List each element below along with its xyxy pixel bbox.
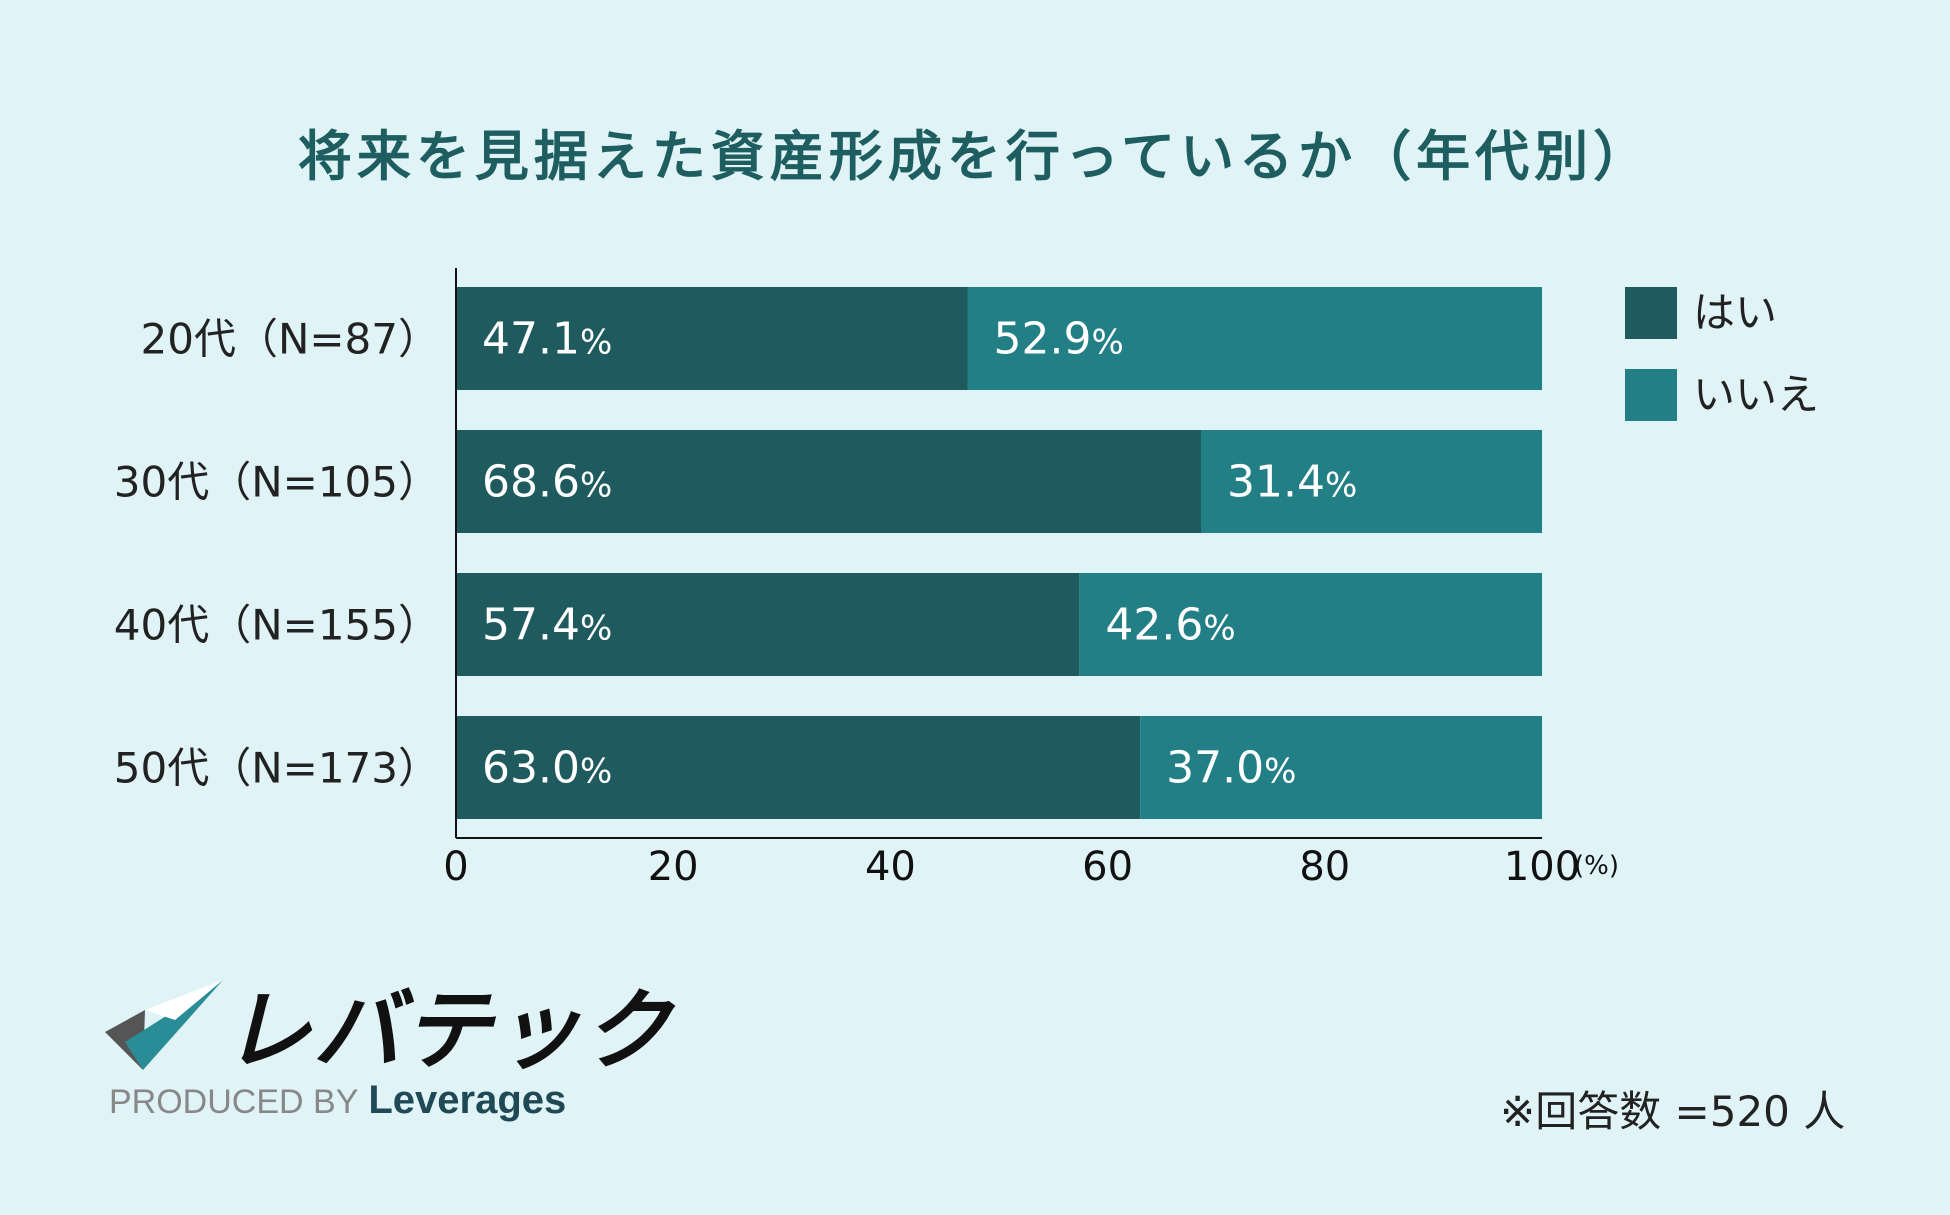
logo-produced-by: PRODUCED BY	[109, 1083, 359, 1121]
category-label-1: 30代（N=105）	[114, 458, 440, 507]
category-label-2: 40代（N=155）	[114, 601, 440, 650]
data-label-no-2: 42.6%	[1105, 600, 1235, 651]
bar-no-1	[1200, 430, 1542, 533]
x-tick-label-1: 20	[648, 844, 699, 890]
data-label-yes-1: 68.6%	[482, 457, 612, 508]
bar-yes-1	[456, 430, 1201, 533]
x-tick-label-0: 0	[443, 844, 468, 890]
data-label-yes-3: 63.0%	[482, 743, 612, 794]
legend-swatch-0	[1625, 287, 1677, 339]
category-label-3: 50代（N=173）	[114, 744, 440, 793]
x-tick-label-5: 100	[1504, 844, 1580, 890]
logo-byline: PRODUCED BY Leverages	[109, 1078, 566, 1123]
legend-label-1: いいえ	[1693, 370, 1819, 419]
data-label-no-1: 31.4%	[1227, 457, 1357, 508]
category-label-0: 20代（N=87）	[141, 315, 441, 364]
x-tick-label-3: 60	[1082, 844, 1133, 890]
bar-no-2	[1079, 573, 1542, 676]
data-label-no-3: 37.0%	[1166, 743, 1296, 794]
bar-yes-3	[456, 716, 1141, 819]
axes: 20代（N=87） 30代（N=105） 40代（N=155） 50代（N=173） 0…	[114, 268, 1619, 890]
bar-no-3	[1140, 716, 1542, 819]
response-count-footnote: ※回答数 =520 人	[1500, 1087, 1846, 1136]
legend-label-0: はい	[1693, 288, 1777, 337]
x-axis-unit: (%)	[1574, 851, 1619, 881]
bars: 47.1% 52.9% 68.6% 31.4% 57.4% 42.6% 63.0% 37.0%	[456, 287, 1542, 819]
logo-company: Leverages	[368, 1078, 567, 1122]
legend-swatch-1	[1625, 369, 1677, 421]
logo-mark-icon	[105, 980, 223, 1070]
logo-wordmark: レバテック	[223, 979, 674, 1082]
bar-yes-2	[456, 573, 1080, 676]
bar-yes-0	[456, 287, 968, 390]
chart-title: 将来を見据えた資産形成を行っているか（年代別）	[297, 125, 1653, 188]
x-tick-label-2: 40	[865, 844, 916, 890]
data-label-yes-2: 57.4%	[482, 600, 612, 651]
data-label-no-0: 52.9%	[994, 314, 1124, 365]
data-label-yes-0: 47.1%	[482, 314, 612, 365]
x-tick-label-4: 80	[1299, 844, 1350, 890]
bar-no-0	[967, 287, 1542, 390]
